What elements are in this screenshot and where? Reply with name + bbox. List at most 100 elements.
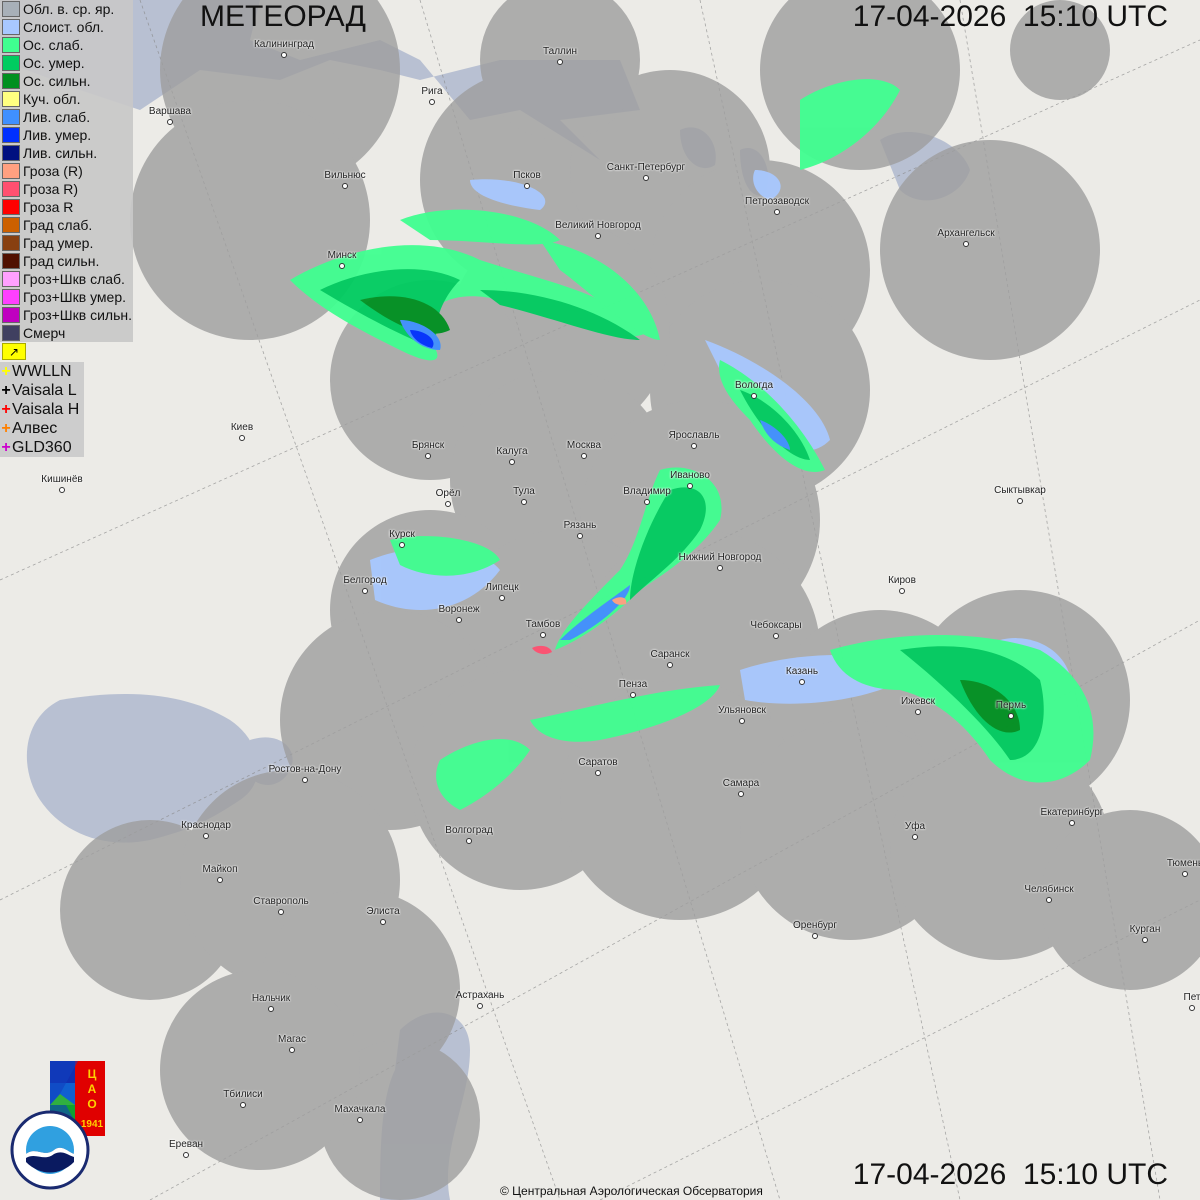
city-label: Кишинёв bbox=[41, 474, 83, 485]
legend-label: Гроза (R) bbox=[23, 163, 83, 179]
city-label: Майкоп bbox=[202, 864, 238, 875]
city-label: Оренбург bbox=[792, 920, 838, 931]
city-marker bbox=[1046, 897, 1052, 903]
legend-label: Слоист. обл. bbox=[23, 19, 104, 35]
city-marker bbox=[774, 209, 780, 215]
city-label: Элиста bbox=[366, 906, 400, 917]
city-marker bbox=[912, 834, 918, 840]
timestamp-bottom: 17-04-2026 15:10 UTC bbox=[852, 1158, 1168, 1191]
flag-icon[interactable]: ↗ bbox=[2, 343, 26, 360]
city-label: Екатеринбург bbox=[1040, 807, 1104, 818]
city-marker bbox=[738, 791, 744, 797]
legend-swatch bbox=[2, 91, 20, 107]
city-marker bbox=[445, 501, 451, 507]
city-marker bbox=[643, 175, 649, 181]
lightning-label: WWLLN bbox=[12, 362, 72, 380]
legend-item: Гроз+Шкв умер. bbox=[0, 288, 133, 306]
precip-heavy bbox=[960, 680, 1020, 733]
city-label: Петрозаводск bbox=[745, 196, 809, 207]
baltic-sea bbox=[0, 0, 640, 160]
precip-thunder-r bbox=[612, 597, 627, 605]
lightning-cross-icon: + bbox=[1, 438, 11, 456]
city-label: Воронеж bbox=[438, 604, 480, 615]
city-label: Варшава bbox=[148, 106, 192, 117]
legend-item: Град умер. bbox=[0, 234, 133, 252]
city-label: Ставрополь bbox=[253, 896, 309, 907]
city-marker bbox=[899, 588, 905, 594]
city-marker bbox=[429, 99, 435, 105]
city-label: Пенза bbox=[618, 679, 648, 690]
legend-swatch bbox=[2, 37, 20, 53]
lightning-legend-item: + Vaisala H bbox=[0, 400, 84, 419]
city-label: Чебоксары bbox=[750, 620, 802, 631]
legend-swatch bbox=[2, 145, 20, 161]
city-marker bbox=[499, 595, 505, 601]
city-label: Москва bbox=[566, 440, 602, 451]
city-marker bbox=[278, 909, 284, 915]
legend-label: Гроза R) bbox=[23, 181, 79, 197]
precip-moderate bbox=[740, 390, 810, 460]
city-marker bbox=[240, 1102, 246, 1108]
legend-swatch bbox=[2, 127, 20, 143]
city-marker bbox=[399, 542, 405, 548]
city-marker bbox=[302, 777, 308, 783]
city-marker bbox=[540, 632, 546, 638]
city-marker bbox=[524, 183, 530, 189]
precip-shower-light bbox=[560, 585, 630, 640]
legend-swatch bbox=[2, 217, 20, 233]
page-title: МЕТЕОРАД bbox=[200, 0, 366, 33]
city-label: Саратов bbox=[578, 757, 618, 768]
lightning-label: Алвес bbox=[12, 419, 58, 437]
city-marker bbox=[799, 679, 805, 685]
roshydromet-logo bbox=[10, 1110, 90, 1190]
precip-light bbox=[800, 79, 900, 170]
legend-label: Ос. слаб. bbox=[23, 37, 84, 53]
legend-item: Лив. умер. bbox=[0, 126, 133, 144]
city-label: Владимир bbox=[623, 486, 671, 497]
city-marker bbox=[581, 453, 587, 459]
legend-label: Куч. обл. bbox=[23, 91, 81, 107]
legend-label: Град умер. bbox=[23, 235, 94, 251]
legend-item: Град слаб. bbox=[0, 216, 133, 234]
svg-text:О: О bbox=[87, 1097, 96, 1111]
city-marker bbox=[203, 833, 209, 839]
city-marker bbox=[362, 588, 368, 594]
radar-coverage-circle bbox=[480, 0, 640, 140]
lightning-legend-item: + Vaisala L bbox=[0, 381, 84, 400]
legend-label: Гроз+Шкв умер. bbox=[23, 289, 127, 305]
city-label: Пет bbox=[1183, 992, 1200, 1003]
lightning-legend: + WWLLN + Vaisala L + Vaisala H + Алвес + GLD360 bbox=[0, 362, 84, 457]
city-marker bbox=[1182, 871, 1188, 877]
legend-item: Ос. умер. bbox=[0, 54, 133, 72]
precip-thunder bbox=[532, 645, 552, 655]
city-label: Ярославль bbox=[668, 430, 720, 441]
city-label: Калуга bbox=[496, 446, 528, 457]
city-label: Тула bbox=[513, 486, 535, 497]
city-label: Тбилиси bbox=[223, 1089, 263, 1100]
city-label: Махачкала bbox=[334, 1104, 386, 1115]
legend-swatch bbox=[2, 271, 20, 287]
legend-item: Ос. сильн. bbox=[0, 72, 133, 90]
city-marker bbox=[963, 241, 969, 247]
legend-item: Гроз+Шкв сильн. bbox=[0, 306, 133, 324]
legend-label: Лив. слаб. bbox=[23, 109, 91, 125]
radar-coverage-circle bbox=[160, 970, 360, 1170]
legend-label: Гроз+Шкв сильн. bbox=[23, 307, 132, 323]
lightning-legend-item: + WWLLN bbox=[0, 362, 84, 381]
city-label: Рязань bbox=[563, 520, 597, 531]
city-label: Магас bbox=[278, 1034, 306, 1045]
svg-text:1941: 1941 bbox=[81, 1119, 104, 1130]
city-marker bbox=[667, 662, 673, 668]
lightning-cross-icon: + bbox=[1, 381, 11, 399]
city-label: Брянск bbox=[411, 440, 445, 451]
city-marker bbox=[521, 499, 527, 505]
legend-label: Гроза R bbox=[23, 199, 74, 215]
precip-heavy bbox=[360, 296, 450, 334]
city-marker bbox=[509, 459, 515, 465]
precip-moderate bbox=[480, 290, 640, 340]
city-marker bbox=[456, 617, 462, 623]
city-marker bbox=[557, 59, 563, 65]
legend-label: Смерч bbox=[23, 325, 66, 341]
city-label: Архангельск bbox=[937, 228, 995, 239]
